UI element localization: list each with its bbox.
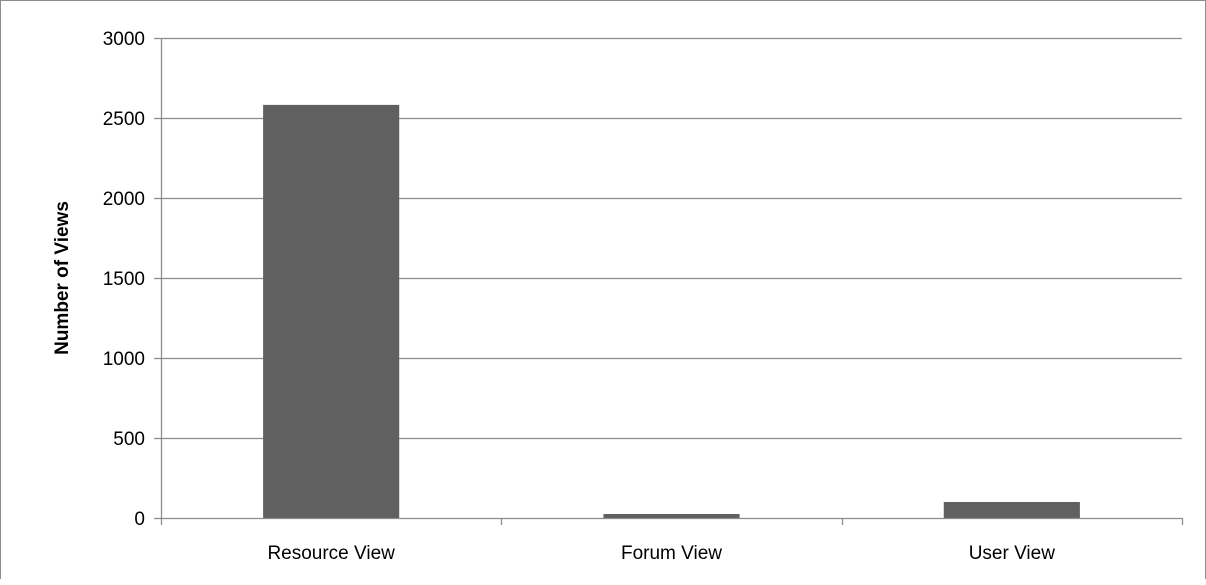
y-axis-title: Number of Views xyxy=(52,201,73,355)
x-tick-label: User View xyxy=(969,543,1056,564)
y-tick-label: 2500 xyxy=(103,109,145,130)
axes xyxy=(154,37,1184,525)
bars xyxy=(263,104,1080,518)
bar-user-view xyxy=(943,502,1080,518)
y-tick-label: 0 xyxy=(134,509,145,530)
y-tick-label: 500 xyxy=(113,429,145,450)
x-tick-label: Resource View xyxy=(267,543,395,564)
tick-labels: 0 500 1000 1500 2000 2500 3000 Resource View For… xyxy=(103,29,1056,564)
bar-resource-view xyxy=(263,104,400,518)
y-tick-label: 2000 xyxy=(103,189,145,210)
y-tick-label: 3000 xyxy=(103,29,145,50)
bar-forum-view xyxy=(603,514,740,518)
y-tick-label: 1000 xyxy=(103,349,145,370)
x-tick-label: Forum View xyxy=(621,543,722,564)
y-tick-label: 1500 xyxy=(103,269,145,290)
